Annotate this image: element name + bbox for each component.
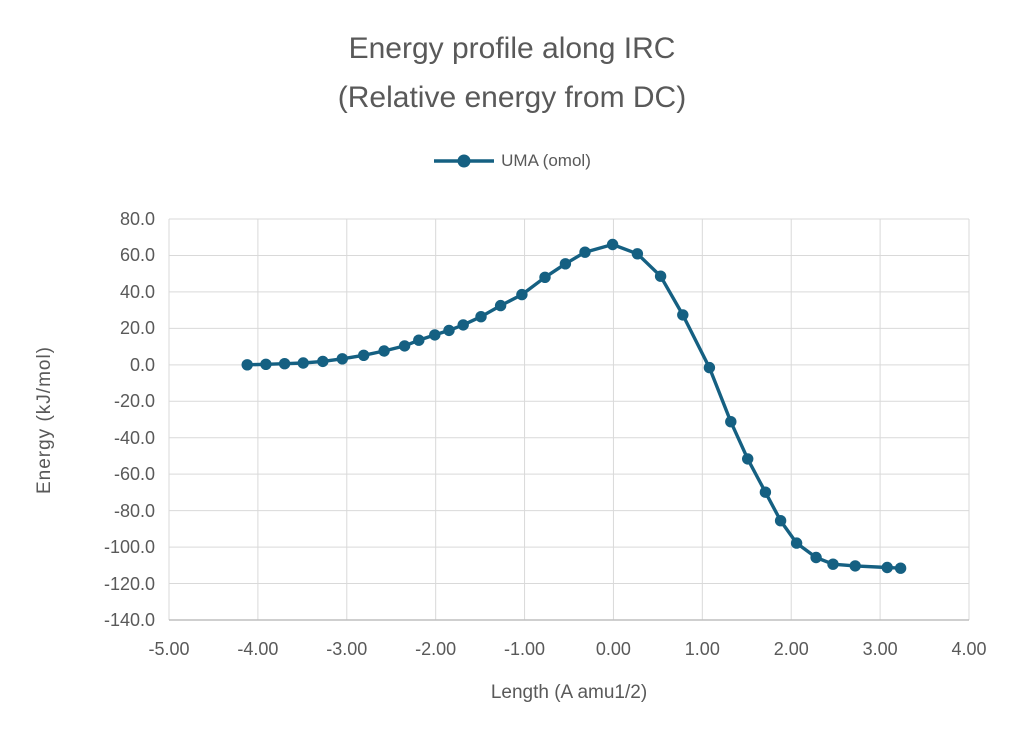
legend-line-marker-icon [434, 154, 495, 168]
data-point [631, 248, 644, 260]
data-point [278, 358, 291, 370]
x-tick-label: -5.00 [148, 639, 190, 659]
x-tick-label: -3.00 [326, 639, 368, 659]
x-axis-title: Length (A amu1/2) [490, 682, 648, 703]
data-point [790, 537, 803, 549]
data-point [654, 270, 667, 282]
data-point [579, 246, 591, 258]
y-tick-label: 40.0 [119, 281, 155, 302]
data-point [494, 299, 507, 312]
data-point [297, 357, 309, 369]
y-axis-title: Energy (kJ/mol) [34, 345, 55, 495]
data-point [742, 453, 754, 465]
data-point [413, 334, 425, 346]
data-point [703, 361, 716, 374]
chart-title-line1: Energy profile along IRC [348, 32, 676, 65]
x-tick-label: 3.00 [862, 639, 898, 659]
x-tick-label: 2.00 [773, 639, 809, 659]
y-tick-label: 0.0 [129, 354, 155, 375]
plot-area [168, 218, 970, 621]
data-point [457, 319, 469, 331]
x-tick-label: -4.00 [237, 639, 279, 659]
chart-title: Energy profile along IRC (Relative energ… [0, 24, 1024, 122]
data-point [516, 288, 528, 301]
x-tick-label: -1.00 [504, 639, 546, 659]
data-point [881, 561, 893, 574]
y-tick-label: 60.0 [119, 245, 155, 266]
data-point [894, 562, 907, 574]
y-tick-label: 20.0 [119, 318, 155, 339]
data-point [475, 311, 487, 323]
data-point [827, 558, 839, 570]
data-point [606, 238, 619, 251]
data-point [336, 353, 348, 365]
data-point [725, 416, 737, 428]
y-tick-label: -40.0 [113, 427, 155, 448]
y-tick-label: -100.0 [103, 537, 155, 558]
data-point [260, 358, 272, 370]
data-point [443, 324, 455, 337]
chart-title-line2: (Relative energy from DC) [337, 81, 687, 114]
data-point [774, 515, 787, 527]
data-point [398, 340, 411, 352]
legend: UMA (omol) [0, 148, 1024, 174]
y-tick-label: -80.0 [113, 500, 155, 521]
data-point [358, 349, 370, 361]
data-point [759, 486, 772, 498]
data-point [378, 345, 390, 357]
data-point [559, 258, 572, 270]
x-tick-label: 0.00 [595, 639, 631, 659]
y-tick-label: -140.0 [103, 610, 155, 630]
data-point [241, 359, 253, 371]
data-point [810, 551, 822, 564]
y-tick-label: -60.0 [113, 464, 155, 485]
data-point [317, 355, 329, 368]
y-tick-label: -20.0 [113, 391, 155, 412]
y-tick-label: -120.0 [103, 573, 155, 594]
y-tick-label: 80.0 [119, 209, 155, 229]
legend-label: UMA (omol) [501, 151, 591, 170]
x-tick-label: 1.00 [684, 639, 720, 659]
x-tick-label: 4.00 [951, 639, 987, 659]
data-point [849, 560, 861, 572]
series-line-uma [247, 242, 901, 570]
data-point [677, 309, 689, 321]
data-point [539, 271, 551, 283]
x-tick-label: -2.00 [415, 639, 457, 659]
data-point [429, 329, 441, 341]
